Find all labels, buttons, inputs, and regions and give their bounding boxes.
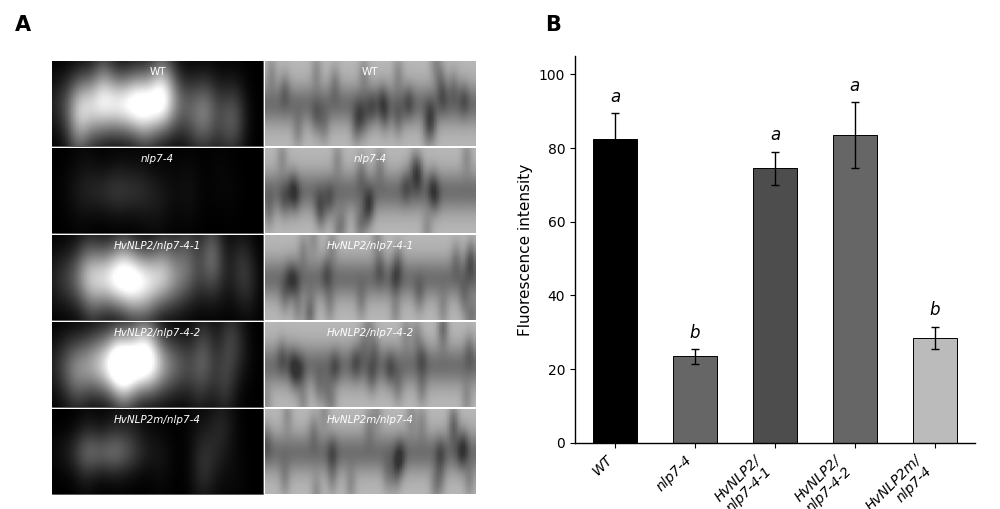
Bar <box>52 61 263 146</box>
Text: HvNLP2/nlp7-4-2: HvNLP2/nlp7-4-2 <box>327 328 414 338</box>
Bar <box>593 139 637 443</box>
Text: a: a <box>770 126 780 145</box>
Text: A: A <box>15 15 31 35</box>
Bar <box>52 322 263 407</box>
Text: HvNLP2/nlp7-4-1: HvNLP2/nlp7-4-1 <box>327 241 414 251</box>
Text: B: B <box>545 15 561 35</box>
Bar <box>673 356 717 443</box>
Text: WT: WT <box>362 67 378 77</box>
Bar <box>913 338 957 443</box>
Text: nlp7-4: nlp7-4 <box>354 154 387 164</box>
Text: a: a <box>850 77 860 95</box>
Text: HvNLP2m/nlp7-4: HvNLP2m/nlp7-4 <box>114 415 201 425</box>
Bar <box>52 409 263 494</box>
Text: nlp7-4: nlp7-4 <box>141 154 174 164</box>
Bar <box>753 168 797 443</box>
Text: b: b <box>690 324 700 342</box>
Bar <box>52 148 263 233</box>
Text: WT: WT <box>149 67 166 77</box>
Bar <box>52 235 263 320</box>
Text: HvNLP2/nlp7-4-2: HvNLP2/nlp7-4-2 <box>114 328 201 338</box>
Text: b: b <box>930 301 940 320</box>
Text: HvNLP2m/nlp7-4: HvNLP2m/nlp7-4 <box>327 415 414 425</box>
Y-axis label: Fluorescence intensity: Fluorescence intensity <box>518 163 533 335</box>
Bar <box>833 135 877 443</box>
Text: HvNLP2/nlp7-4-1: HvNLP2/nlp7-4-1 <box>114 241 201 251</box>
Text: a: a <box>610 88 620 106</box>
